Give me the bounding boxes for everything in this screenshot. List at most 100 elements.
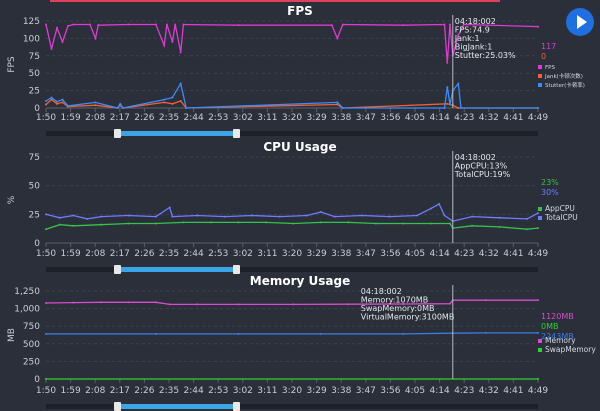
x-tick-label: 3:20 — [282, 113, 302, 123]
x-tick-label: 3:02 — [233, 249, 253, 259]
legend-swatch — [538, 65, 542, 69]
tooltip-line: VirtualMemory:3100MB — [361, 313, 455, 322]
data-point — [58, 223, 61, 226]
data-point — [94, 104, 97, 107]
data-point — [61, 40, 64, 43]
x-tick-label: 2:35 — [159, 249, 179, 259]
legend-swatch — [538, 83, 542, 87]
data-point — [498, 225, 501, 228]
data-point — [429, 207, 432, 210]
x-tick-label: 2:08 — [85, 249, 105, 259]
data-point — [171, 102, 174, 105]
x-tick-label: 4:23 — [454, 113, 474, 123]
data-point — [361, 214, 364, 217]
data-point — [72, 214, 75, 217]
play-button[interactable] — [566, 8, 594, 36]
x-tick-label: 3:38 — [331, 113, 351, 123]
chart-title: Memory Usage — [250, 274, 350, 288]
tooltip-line: Stutter:25.03% — [455, 51, 516, 60]
data-point — [443, 107, 446, 109]
range-slider-left-handle — [114, 402, 121, 411]
data-point — [537, 107, 539, 109]
data-point — [154, 23, 157, 26]
data-point — [319, 221, 322, 224]
data-point — [471, 224, 474, 227]
data-point — [163, 98, 166, 101]
series-line — [45, 299, 538, 306]
data-point — [179, 51, 182, 54]
x-tick-label: 4:49 — [528, 113, 548, 123]
legend-swatch — [538, 216, 542, 220]
data-point — [333, 215, 336, 218]
series-line — [46, 332, 538, 335]
data-point — [449, 222, 452, 225]
tooltip-line: Jank:1 — [454, 34, 480, 43]
data-point — [45, 332, 47, 335]
y-tick-label: 750 — [23, 322, 40, 332]
y-tick-label: 100 — [23, 34, 40, 44]
data-point — [154, 332, 157, 335]
x-tick-label: 3:20 — [282, 386, 302, 396]
x-tick-label: 1:59 — [60, 249, 80, 259]
y-axis-label: MB — [7, 328, 17, 342]
x-tick-label: 3:20 — [282, 249, 302, 259]
legend-swatch — [538, 74, 542, 78]
current-value-label: 0MB — [541, 322, 558, 331]
data-point — [196, 303, 199, 306]
legend-swatch — [538, 339, 542, 343]
data-point — [127, 222, 130, 225]
data-point — [121, 107, 124, 109]
data-point — [171, 40, 174, 43]
data-point — [154, 301, 157, 304]
x-tick-label: 2:08 — [85, 386, 105, 396]
data-point — [163, 101, 166, 104]
data-point — [127, 23, 130, 26]
data-point — [319, 211, 322, 214]
data-point — [223, 215, 226, 218]
data-point — [55, 100, 58, 103]
data-point — [50, 96, 53, 99]
top-accent-line — [50, 0, 500, 2]
x-tick-label: 2:26 — [134, 386, 154, 396]
tooltip-line: 04:18:002 — [361, 287, 402, 296]
data-point — [306, 214, 309, 217]
data-point — [179, 100, 182, 103]
x-tick-label: 4:05 — [405, 113, 425, 123]
y-tick-label: 25 — [29, 87, 40, 97]
legend-swatch — [538, 348, 542, 352]
current-value-label: 117 — [541, 42, 556, 51]
data-point — [99, 215, 102, 218]
x-tick-label: 2:44 — [183, 113, 203, 123]
legend-label: SwapMemory — [545, 345, 596, 354]
x-tick-label: 4:41 — [503, 113, 523, 123]
data-point — [45, 23, 47, 26]
y-tick-label: 75 — [29, 52, 40, 62]
data-point — [72, 23, 75, 26]
x-tick-label: 4:32 — [479, 249, 499, 259]
x-tick-label: 3:56 — [380, 113, 400, 123]
x-tick-label: 4:14 — [429, 386, 449, 396]
data-point — [168, 303, 171, 306]
x-tick-label: 3:47 — [356, 113, 376, 123]
y-axis-label: % — [7, 195, 17, 204]
legend-label: Jank(卡顿次数) — [544, 72, 583, 80]
x-tick-label: 2:35 — [159, 386, 179, 396]
range-slider-right-handle — [233, 402, 240, 411]
data-point — [45, 100, 47, 103]
x-tick-label: 3:11 — [257, 386, 277, 396]
data-point — [537, 378, 539, 380]
legend-label: TotalCPU — [544, 213, 578, 222]
data-point — [237, 332, 240, 335]
data-point — [119, 102, 122, 105]
data-point — [182, 23, 185, 26]
range-slider-track — [46, 267, 538, 272]
y-tick-label: 50 — [29, 69, 41, 79]
data-point — [50, 47, 53, 50]
data-point — [416, 214, 419, 217]
x-tick-label: 3:38 — [331, 249, 351, 259]
x-tick-label: 1:59 — [60, 113, 80, 123]
x-tick-label: 3:02 — [233, 113, 253, 123]
y-tick-label: 0 — [34, 104, 40, 114]
data-point — [237, 221, 240, 224]
data-point — [99, 223, 102, 226]
